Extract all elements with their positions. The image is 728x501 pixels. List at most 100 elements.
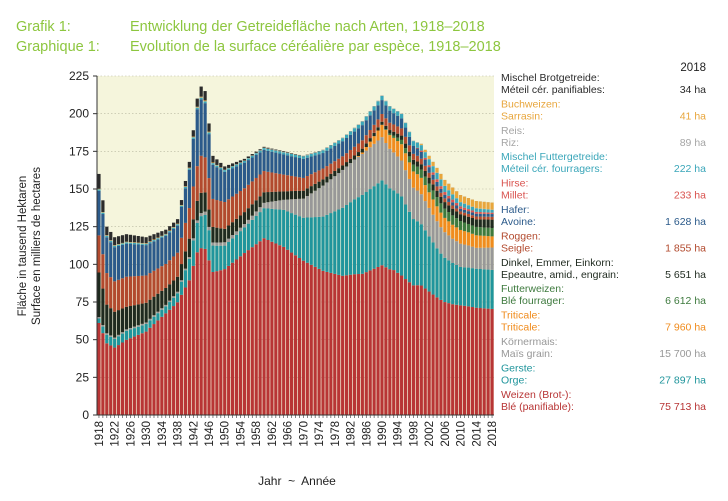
bar-segment	[278, 173, 282, 192]
bar-segment	[490, 219, 494, 229]
bar-segment	[474, 211, 478, 214]
bar-segment	[482, 201, 486, 209]
bar-segment	[427, 172, 431, 178]
bar-segment	[455, 264, 459, 305]
bar-segment	[293, 190, 298, 200]
bar-segment	[140, 243, 144, 245]
bar-segment	[152, 296, 156, 316]
bar-segment	[360, 140, 364, 149]
legend-name-de: Weizen (Brot-):	[501, 389, 571, 401]
bar-segment	[482, 235, 486, 248]
bar-segment	[128, 329, 133, 339]
bar-segment	[250, 215, 254, 220]
bar-segment	[384, 129, 388, 144]
bar-segment	[187, 168, 191, 170]
bar-segment	[337, 158, 341, 169]
bar-segment	[132, 276, 136, 306]
bar-segment	[419, 224, 423, 286]
bar-segment	[207, 226, 211, 231]
bar-segment	[270, 201, 274, 209]
bar-segment	[368, 147, 372, 190]
bar-segment	[337, 140, 341, 144]
legend-entry: Buchweizen:Sarrasin: 41 ha	[501, 98, 706, 122]
bar-segment	[482, 308, 486, 415]
bar-segment	[266, 171, 270, 193]
bar-segment	[211, 163, 215, 165]
bar-segment	[148, 318, 152, 321]
bar-segment	[117, 334, 121, 337]
bar-segment	[427, 183, 431, 193]
bar-segment	[175, 293, 180, 303]
bar-segment	[250, 204, 254, 216]
bar-segment	[195, 200, 199, 221]
bar-segment	[415, 221, 419, 286]
bar-segment	[223, 245, 227, 270]
bar-segment	[415, 147, 419, 149]
bar-segment	[274, 209, 278, 244]
bar-segment	[396, 193, 400, 273]
bar-segment	[443, 232, 447, 258]
bar-segment	[478, 227, 482, 236]
bar-segment	[482, 209, 486, 213]
bar-segment	[427, 291, 431, 415]
bar-segment	[124, 339, 129, 415]
bar-segment	[403, 279, 408, 415]
bar-segment	[101, 212, 105, 215]
bar-segment	[403, 204, 408, 280]
bar-segment	[140, 323, 144, 326]
bar-segment	[128, 338, 133, 415]
bar-segment	[238, 227, 243, 232]
bar-segment	[423, 230, 427, 289]
bar-segment	[168, 231, 172, 233]
bar-segment	[447, 221, 451, 236]
bar-segment	[215, 271, 219, 415]
bar-segment	[403, 143, 408, 149]
bar-segment	[195, 220, 199, 223]
bar-segment	[348, 134, 353, 150]
bar-segment	[384, 267, 388, 415]
legend-name-fr: Sarrasin:	[501, 110, 543, 122]
legend-name-fr: Epeautre, amid., engrain:	[501, 269, 619, 281]
bar-segment	[164, 313, 168, 415]
bar-segment	[380, 124, 384, 138]
bar-segment	[234, 234, 239, 260]
bar-segment	[120, 244, 125, 279]
bar-segment	[117, 345, 121, 415]
bar-segment	[172, 222, 176, 228]
bar-segment	[368, 129, 372, 139]
bar-segment	[203, 192, 207, 212]
bar-segment	[128, 305, 133, 328]
bar-segment	[113, 247, 117, 282]
bar-segment	[195, 166, 199, 201]
bar-segment	[400, 275, 404, 415]
bar-segment	[278, 150, 282, 152]
bar-segment	[415, 166, 419, 175]
bar-segment	[258, 212, 262, 242]
bar-segment	[348, 149, 353, 159]
bar-segment	[152, 324, 156, 415]
bar-segment	[215, 245, 219, 272]
bar-segment	[140, 333, 144, 415]
bar-segment	[168, 232, 172, 261]
bar-segment	[372, 136, 376, 144]
bar-segment	[482, 212, 486, 214]
bar-segment	[364, 272, 368, 415]
bar-segment	[470, 210, 474, 213]
bar-segment	[289, 156, 294, 176]
bar-segment	[423, 152, 427, 158]
bar-segment	[474, 307, 478, 415]
bar-segment	[458, 266, 463, 306]
bar-segment	[419, 150, 423, 152]
bar-segment	[227, 225, 231, 239]
bar-segment	[215, 165, 219, 168]
bar-segment	[396, 115, 400, 127]
bar-segment	[97, 318, 101, 323]
bar-segment	[136, 325, 140, 327]
bar-segment	[407, 178, 412, 212]
bar-segment	[156, 232, 160, 238]
bar-segment	[227, 238, 231, 243]
bar-segment	[136, 326, 140, 335]
legend-name-de: Triticale:	[501, 310, 540, 322]
bar-segment	[278, 209, 282, 246]
bar-segment	[250, 155, 254, 158]
